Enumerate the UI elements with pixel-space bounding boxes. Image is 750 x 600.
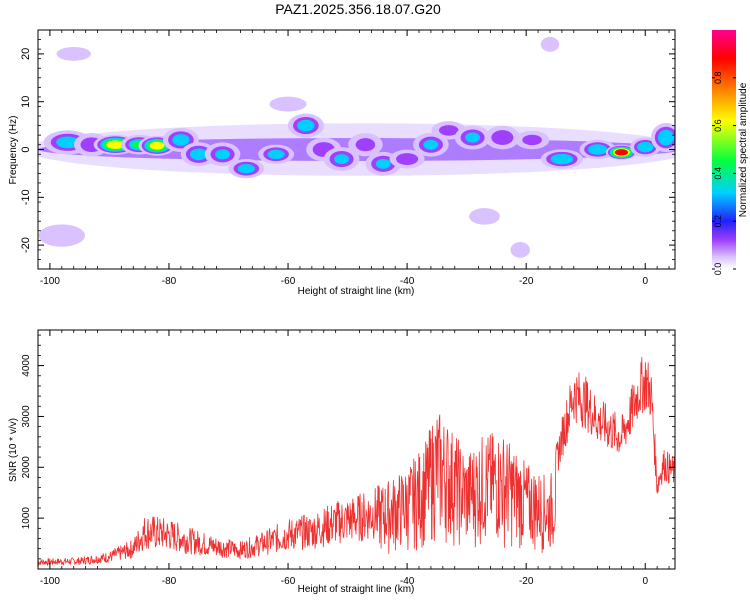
heatmap-contour xyxy=(587,144,608,155)
colorbar-tick-label: 0.8 xyxy=(713,72,723,85)
heatmap-contour xyxy=(172,134,190,146)
colorbar-tick-label: 0.2 xyxy=(713,215,723,228)
y-tick-label: 3000 xyxy=(21,405,32,428)
heatmap-contour xyxy=(657,129,675,146)
heatmap-blob xyxy=(269,96,307,112)
heatmap-contour xyxy=(396,153,419,165)
heatmap-blob xyxy=(540,149,584,169)
x-tick-label: -40 xyxy=(400,576,415,587)
heatmap-blob xyxy=(484,125,520,150)
heatmap-blob xyxy=(469,208,500,225)
heatmap-blob xyxy=(348,133,383,157)
heatmap-blob xyxy=(258,144,295,164)
heatmap-contour xyxy=(355,138,376,152)
heatmap-contour xyxy=(614,149,629,156)
snr-series-line xyxy=(38,356,675,567)
colorbar-tick-label: 0.6 xyxy=(713,119,723,132)
heatmap-contour xyxy=(438,125,459,136)
heatmap-blob xyxy=(389,149,425,169)
heatmap-contour xyxy=(474,211,495,222)
x-tick-label: -100 xyxy=(40,276,60,287)
y-tick-label: 4000 xyxy=(21,354,32,377)
x-tick-label: -80 xyxy=(162,276,177,287)
snr-frame xyxy=(37,329,676,570)
x-tick-label: -80 xyxy=(162,576,177,587)
heatmap-contour xyxy=(423,139,439,150)
x-tick-label: -40 xyxy=(400,276,415,287)
heatmap-contour xyxy=(334,154,350,165)
heatmap-contour xyxy=(550,153,574,165)
colorbar-tick-label: 0.4 xyxy=(713,167,723,180)
heatmap-blob xyxy=(287,113,324,138)
y-tick-label: -20 xyxy=(20,237,32,253)
heatmap-blob xyxy=(514,130,550,150)
heatmap-contour xyxy=(491,130,514,145)
heatmap-blob xyxy=(323,147,360,171)
heatmap-contour xyxy=(267,149,285,159)
heatmap-contour xyxy=(56,136,80,149)
colorbar-ticks: 0.0 0.2 0.4 0.6 0.8 xyxy=(712,72,736,276)
x-tick-label: 0 xyxy=(642,276,648,287)
snr-y-axis-label: SNR (10 * v/v) xyxy=(8,418,19,482)
heatmap-blob xyxy=(56,46,91,61)
heatmap-blob xyxy=(38,224,85,247)
colorbar-tick-label: 0.0 xyxy=(713,263,723,276)
figure-title: PAZ1.2025.356.18.07.G20 xyxy=(275,1,441,17)
x-tick-label: -20 xyxy=(519,276,534,287)
x-tick-label: 0 xyxy=(642,576,648,587)
snr-panel: -100 -80 -60 -40 -20 0 1000 2000 3000 4000 Height… xyxy=(8,329,676,595)
heatmap-contour xyxy=(38,224,85,247)
heatmap-blob xyxy=(454,125,491,150)
heatmap-contour xyxy=(465,132,481,143)
heatmap-blob xyxy=(650,122,675,153)
heatmap-contour xyxy=(149,141,165,150)
spectrogram-y-axis-label: Frequency (Hz) xyxy=(8,116,19,185)
x-tick-label: -60 xyxy=(281,576,296,587)
snr-ticks: -100 -80 -60 -40 -20 0 1000 2000 3000 4000 xyxy=(21,330,675,587)
heatmap-contour xyxy=(215,149,231,160)
heatmap-contour xyxy=(190,148,208,161)
heatmap-blob xyxy=(510,242,530,258)
x-tick-label: -100 xyxy=(40,576,60,587)
snr-x-axis-label: Height of straight line (km) xyxy=(298,584,415,595)
heatmap-blob xyxy=(228,158,265,179)
y-tick-label: 10 xyxy=(20,96,32,108)
colorbar-gradient xyxy=(712,30,736,269)
spectrogram-heatmap xyxy=(38,36,675,258)
x-tick-label: -20 xyxy=(519,576,534,587)
colorbar-label: Normalized spectral amplitude xyxy=(738,82,749,217)
heatmap-blob xyxy=(365,151,402,176)
heatmap-contour xyxy=(297,119,315,132)
y-tick-label: -10 xyxy=(20,189,32,205)
heatmap-blob xyxy=(204,142,241,167)
heatmap-contour xyxy=(540,36,560,52)
heatmap-blob xyxy=(605,144,638,160)
heatmap-contour xyxy=(106,140,125,149)
heatmap-contour xyxy=(56,46,91,61)
y-tick-label: 0 xyxy=(20,146,32,152)
colorbar: 0.0 0.2 0.4 0.6 0.8 Normalized spectral ampl… xyxy=(712,30,749,275)
x-tick-label: -60 xyxy=(281,276,296,287)
y-tick-label: 20 xyxy=(20,48,32,60)
heatmap-blob xyxy=(540,36,560,52)
heatmap-contour xyxy=(522,134,542,146)
spectrogram-x-axis-label: Height of straight line (km) xyxy=(298,286,415,297)
heatmap-contour xyxy=(269,96,307,112)
heatmap-contour xyxy=(637,141,654,153)
y-tick-label: 1000 xyxy=(21,507,32,530)
heatmap-contour xyxy=(510,242,530,258)
y-tick-label: 2000 xyxy=(21,456,32,479)
heatmap-contour xyxy=(237,163,256,174)
heatmap-contour xyxy=(375,158,391,169)
heatmap-blob xyxy=(413,132,449,157)
